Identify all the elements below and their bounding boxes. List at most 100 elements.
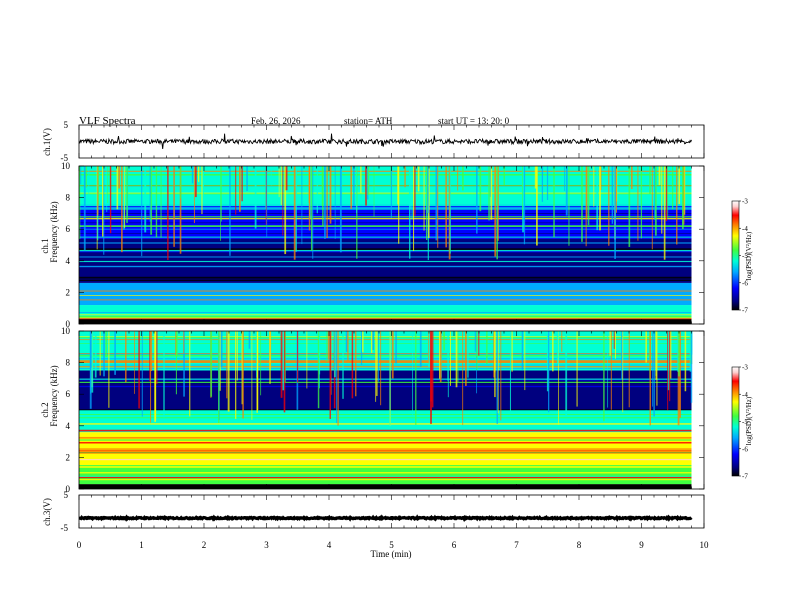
ch1-spectrogram-burst bbox=[284, 166, 287, 255]
ch1-spectrogram-line bbox=[79, 256, 692, 258]
ch1-spectrogram-lowband bbox=[79, 319, 692, 324]
time-tick-label: 8 bbox=[577, 540, 582, 550]
ch2-spectrogram-burst bbox=[91, 331, 94, 393]
ch1-spectrogram-burst bbox=[329, 166, 332, 224]
ch1-spectrogram-burst bbox=[324, 166, 326, 239]
ch1-spectrogram-burst bbox=[411, 166, 413, 220]
ch2-spectrogram-burst bbox=[603, 331, 605, 422]
ch2-spectrogram-burst bbox=[645, 331, 647, 363]
ch1-spectrogram-line bbox=[79, 193, 692, 195]
ch2-spectrogram-band bbox=[79, 410, 692, 433]
ch1-spectrogram-line bbox=[79, 192, 692, 194]
ch1-channel-label: ch.1 bbox=[40, 238, 50, 253]
ch2-spectrogram-colorbar-tick-label: -4 bbox=[742, 391, 748, 399]
ch2-spectrogram-burst bbox=[351, 331, 354, 399]
ch2-spectrogram-burst bbox=[334, 331, 336, 378]
ch2-spectrogram-burst bbox=[622, 331, 624, 413]
ch1-spectrogram-burst bbox=[201, 166, 203, 215]
ch1-spectrogram-burst bbox=[414, 166, 416, 216]
ch2-spectrogram-line bbox=[79, 402, 692, 405]
ch1-spectrogram-burst bbox=[661, 166, 663, 234]
ch1-spectrogram-line bbox=[79, 228, 692, 230]
ch2-spectrogram-burst bbox=[114, 331, 116, 375]
ch2-spectrogram-line bbox=[79, 378, 692, 380]
ch1-spectrogram-burst bbox=[312, 166, 314, 259]
ch1-spectrogram-burst bbox=[457, 166, 459, 191]
ch2-spectrogram-burst bbox=[455, 331, 458, 388]
ch2-spectrogram-burst bbox=[431, 331, 434, 408]
ch2-spectrogram-burst bbox=[150, 331, 153, 372]
ch1-spectrogram-burst bbox=[489, 166, 491, 197]
ch1-waveform-ytick-top: 5 bbox=[64, 120, 69, 130]
ch1-spectrogram-colorbar-tick-label: -7 bbox=[742, 307, 748, 315]
ch2-spectrogram-line bbox=[79, 366, 692, 368]
ch2-spectrogram-burst bbox=[241, 331, 243, 405]
ch2-spectrogram-line bbox=[79, 358, 692, 360]
ch2-spectrogram-burst bbox=[548, 331, 550, 413]
ch2-spectrogram-burst bbox=[561, 331, 563, 352]
ch2-spectrogram-line bbox=[79, 447, 692, 450]
ch2-spectrogram-line bbox=[79, 423, 692, 425]
ch2-spectrogram-burst bbox=[280, 331, 283, 398]
ch2-spectrogram-burst bbox=[678, 331, 680, 377]
ch2-spectrogram-burst bbox=[251, 331, 253, 420]
ch2-spectrogram-line bbox=[79, 409, 692, 411]
ch2-spectrogram-burst bbox=[443, 331, 445, 351]
ch2-spectrogram-burst bbox=[656, 331, 658, 406]
ch2-spectrogram-burst bbox=[376, 331, 378, 396]
ch2-spectrogram-burst bbox=[375, 331, 377, 402]
ch1-spectrogram-burst bbox=[124, 166, 126, 229]
time-tick-label: 10 bbox=[700, 540, 710, 550]
ch2-spectrogram-burst bbox=[621, 331, 623, 380]
ch2-spectrogram-burst bbox=[613, 331, 615, 349]
ch1-spectrogram-burst bbox=[496, 166, 498, 260]
ch1-spectrogram-burst bbox=[410, 166, 412, 210]
ch2-spectrogram-burst bbox=[649, 331, 651, 426]
time-axis: 0 1 2 3 4 5 6 7 8 9 10 bbox=[77, 540, 709, 550]
ch1-spectrogram-burst bbox=[98, 166, 100, 205]
ch2-spectrogram-line bbox=[79, 429, 692, 432]
ch1-spectrogram-burst bbox=[334, 166, 336, 239]
time-tick-label: 0 bbox=[77, 540, 82, 550]
ch1-spectrogram-burst bbox=[615, 166, 617, 213]
ch2-spectrogram-burst bbox=[609, 331, 611, 356]
ch1-waveform-trace bbox=[78, 133, 692, 149]
ch2-spectrogram-line bbox=[79, 466, 692, 468]
ch1-spectrogram-burst bbox=[428, 166, 430, 238]
ch1-spectrogram-line bbox=[79, 248, 692, 250]
ch1-spectrogram-burst bbox=[96, 166, 98, 250]
ch2-spectrogram-line bbox=[79, 436, 692, 439]
ch1-spectrogram-burst bbox=[194, 166, 197, 198]
ch2-spectrogram-colorbar-tick-label: -5 bbox=[742, 418, 748, 426]
ch2-spectrogram-line bbox=[79, 458, 692, 461]
ch1-spectrogram-burst bbox=[179, 166, 182, 254]
ch1-spectrogram-line bbox=[79, 225, 692, 228]
ch1-spectrogram-line bbox=[79, 184, 692, 186]
ch1-spectrogram-burst bbox=[397, 166, 399, 205]
ch1-spectrogram-burst bbox=[651, 166, 653, 250]
ch1-spectrogram-burst bbox=[246, 166, 248, 191]
ch1-spectrogram-burst bbox=[285, 166, 288, 191]
ch2-spectrogram-line bbox=[79, 465, 692, 466]
date-label: Feb. 26, 2026 bbox=[251, 116, 301, 126]
ch1-spectrogram-burst bbox=[564, 166, 565, 191]
ch2-spectrogram-burst bbox=[337, 331, 339, 426]
ch2-spectrogram-burst bbox=[546, 331, 549, 392]
ch2-spectrogram-burst bbox=[103, 331, 105, 377]
time-tick-label: 5 bbox=[389, 540, 394, 550]
ch1-spectrogram-burst bbox=[254, 166, 257, 229]
ch1-spectrogram-burst bbox=[417, 166, 420, 192]
ch2-spectrogram-burst bbox=[667, 331, 670, 391]
ch2-spectrogram-line bbox=[79, 353, 692, 354]
ch2-colorbar-label: log(PSD)(V²/Hz) bbox=[745, 396, 753, 445]
ch1-spectrogram-burst bbox=[265, 166, 267, 225]
ch2-spectrogram-panel: 0 2 4 6 8 10 bbox=[61, 326, 705, 494]
ch2-spectrogram-burst bbox=[677, 331, 679, 372]
ch1-spectrogram-burst bbox=[198, 166, 200, 182]
ch1-spectrogram-burst bbox=[599, 166, 601, 231]
ch2-spectrogram-line bbox=[79, 385, 692, 388]
ch2-spectrogram-burst bbox=[105, 331, 108, 358]
ch2-spectrogram-burst bbox=[260, 331, 262, 396]
ch2-spectrogram-line bbox=[79, 347, 692, 349]
ch1-spectrogram-burst bbox=[449, 166, 451, 254]
